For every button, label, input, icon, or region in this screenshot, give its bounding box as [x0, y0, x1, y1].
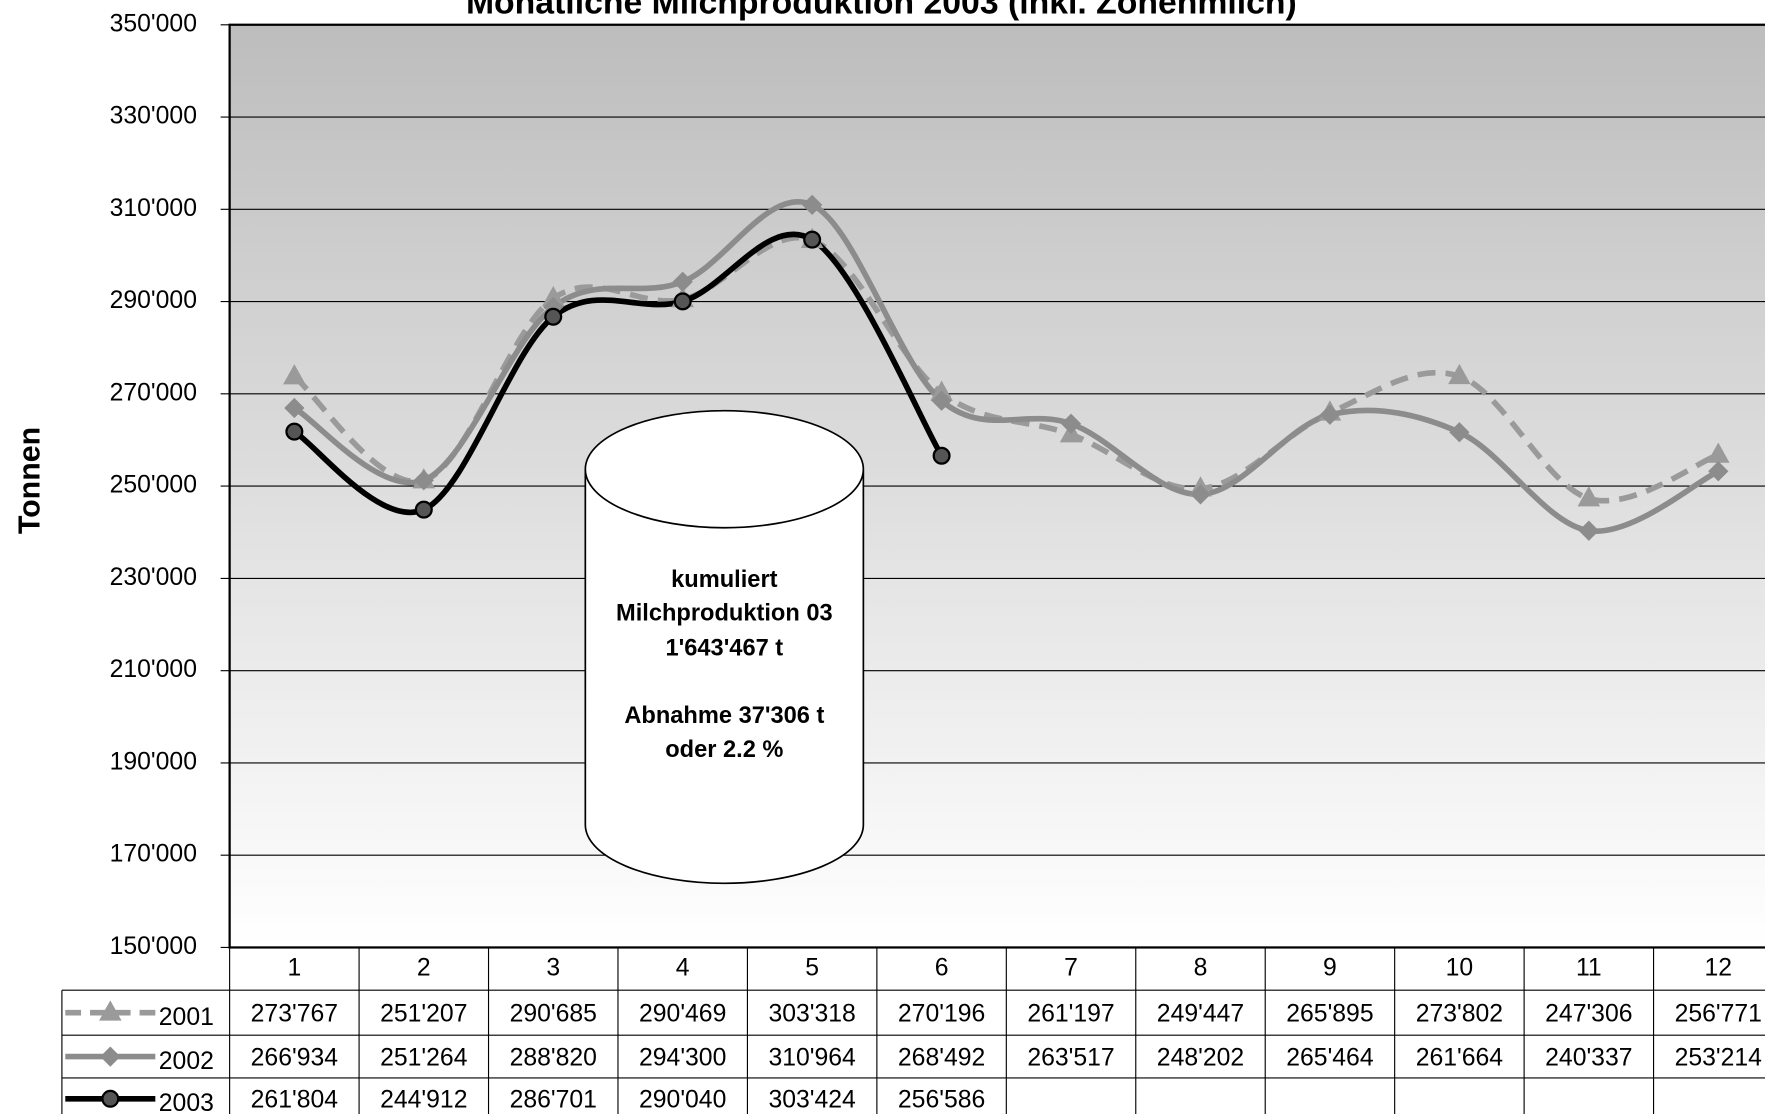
x-tick-label: 8 [1194, 954, 1208, 981]
annotation: kumuliert [671, 567, 777, 593]
y-tick-label: 310'000 [110, 195, 197, 222]
point [545, 309, 561, 325]
table-value: 265'895 [1286, 1001, 1373, 1028]
table-value: 273'802 [1416, 1001, 1503, 1028]
y-tick-label: 250'000 [110, 472, 197, 499]
y-tick-label: 270'000 [110, 379, 197, 406]
annotation: Abnahme 37'306 t [624, 703, 824, 729]
table-value: 270'196 [898, 1001, 985, 1028]
annotation: 1'643'467 t [666, 636, 784, 662]
table-value: 251'207 [380, 1001, 467, 1028]
y-tick-label: 330'000 [110, 103, 197, 130]
legend-marker [100, 1046, 120, 1066]
x-tick-label: 2 [417, 954, 431, 981]
annotation: oder 2.2 % [665, 737, 783, 763]
x-tick-label: 1 [287, 954, 301, 981]
table-value: 263'517 [1027, 1044, 1114, 1071]
point [416, 502, 432, 518]
table-value: 310'964 [768, 1044, 856, 1071]
y-tick-label: 150'000 [110, 933, 197, 960]
table-value: 261'197 [1027, 1001, 1114, 1028]
table-value: 294'300 [639, 1044, 726, 1071]
table-value: 290'685 [510, 1001, 597, 1028]
x-tick-label: 10 [1446, 954, 1474, 981]
table-value: 248'202 [1157, 1044, 1244, 1071]
point [675, 294, 691, 310]
table-value: 251'264 [380, 1044, 468, 1071]
legend-marker [102, 1091, 118, 1107]
x-tick-label: 3 [546, 954, 560, 981]
y-tick-label: 210'000 [110, 656, 197, 683]
table-value: 266'934 [251, 1044, 339, 1071]
x-tick-label: 5 [805, 954, 819, 981]
x-tick-label: 4 [676, 954, 690, 981]
chart-title: Monatliche Milchproduktion 2003 (inkl. Z… [466, 0, 1297, 21]
table-value: 253'214 [1675, 1044, 1763, 1071]
table-value: 256'771 [1675, 1001, 1762, 1028]
table-value: 256'586 [898, 1087, 985, 1114]
table-value: 273'767 [251, 1001, 338, 1028]
table-value: 303'318 [768, 1001, 855, 1028]
y-tick-label: 350'000 [110, 10, 197, 37]
legend-label: 2002 [159, 1048, 214, 1075]
chart: Monatliche Milchproduktion 2003 (inkl. Z… [0, 0, 1765, 1114]
table-value: 240'337 [1545, 1044, 1632, 1071]
legend-label: 2001 [159, 1004, 214, 1031]
table-value: 249'447 [1157, 1001, 1244, 1028]
x-tick-label: 9 [1323, 954, 1337, 981]
table-value: 290'040 [639, 1087, 726, 1114]
annotation: Milchproduktion 03 [616, 601, 833, 627]
table-value: 265'464 [1286, 1044, 1374, 1071]
point [286, 424, 302, 440]
y-axis-label: Tonnen [13, 427, 47, 534]
y-tick-label: 230'000 [110, 564, 197, 591]
y-tick-label: 190'000 [110, 748, 197, 775]
legend-label: 2003 [159, 1090, 214, 1114]
x-tick-label: 7 [1064, 954, 1078, 981]
x-tick-label: 12 [1705, 954, 1733, 981]
table-value: 303'424 [768, 1087, 856, 1114]
table-value: 261'664 [1416, 1044, 1504, 1071]
table-value: 247'306 [1545, 1001, 1632, 1028]
y-tick-label: 170'000 [110, 841, 197, 868]
point [804, 232, 820, 248]
table-value: 288'820 [510, 1044, 597, 1071]
x-tick-label: 11 [1576, 954, 1602, 981]
y-tick-label: 290'000 [110, 287, 197, 314]
table-value: 261'804 [251, 1087, 339, 1114]
x-tick-label: 6 [935, 954, 949, 981]
point [934, 448, 950, 464]
table-value: 286'701 [510, 1087, 597, 1114]
table-value: 244'912 [380, 1087, 467, 1114]
table-value: 268'492 [898, 1044, 985, 1071]
table-value: 290'469 [639, 1001, 726, 1028]
